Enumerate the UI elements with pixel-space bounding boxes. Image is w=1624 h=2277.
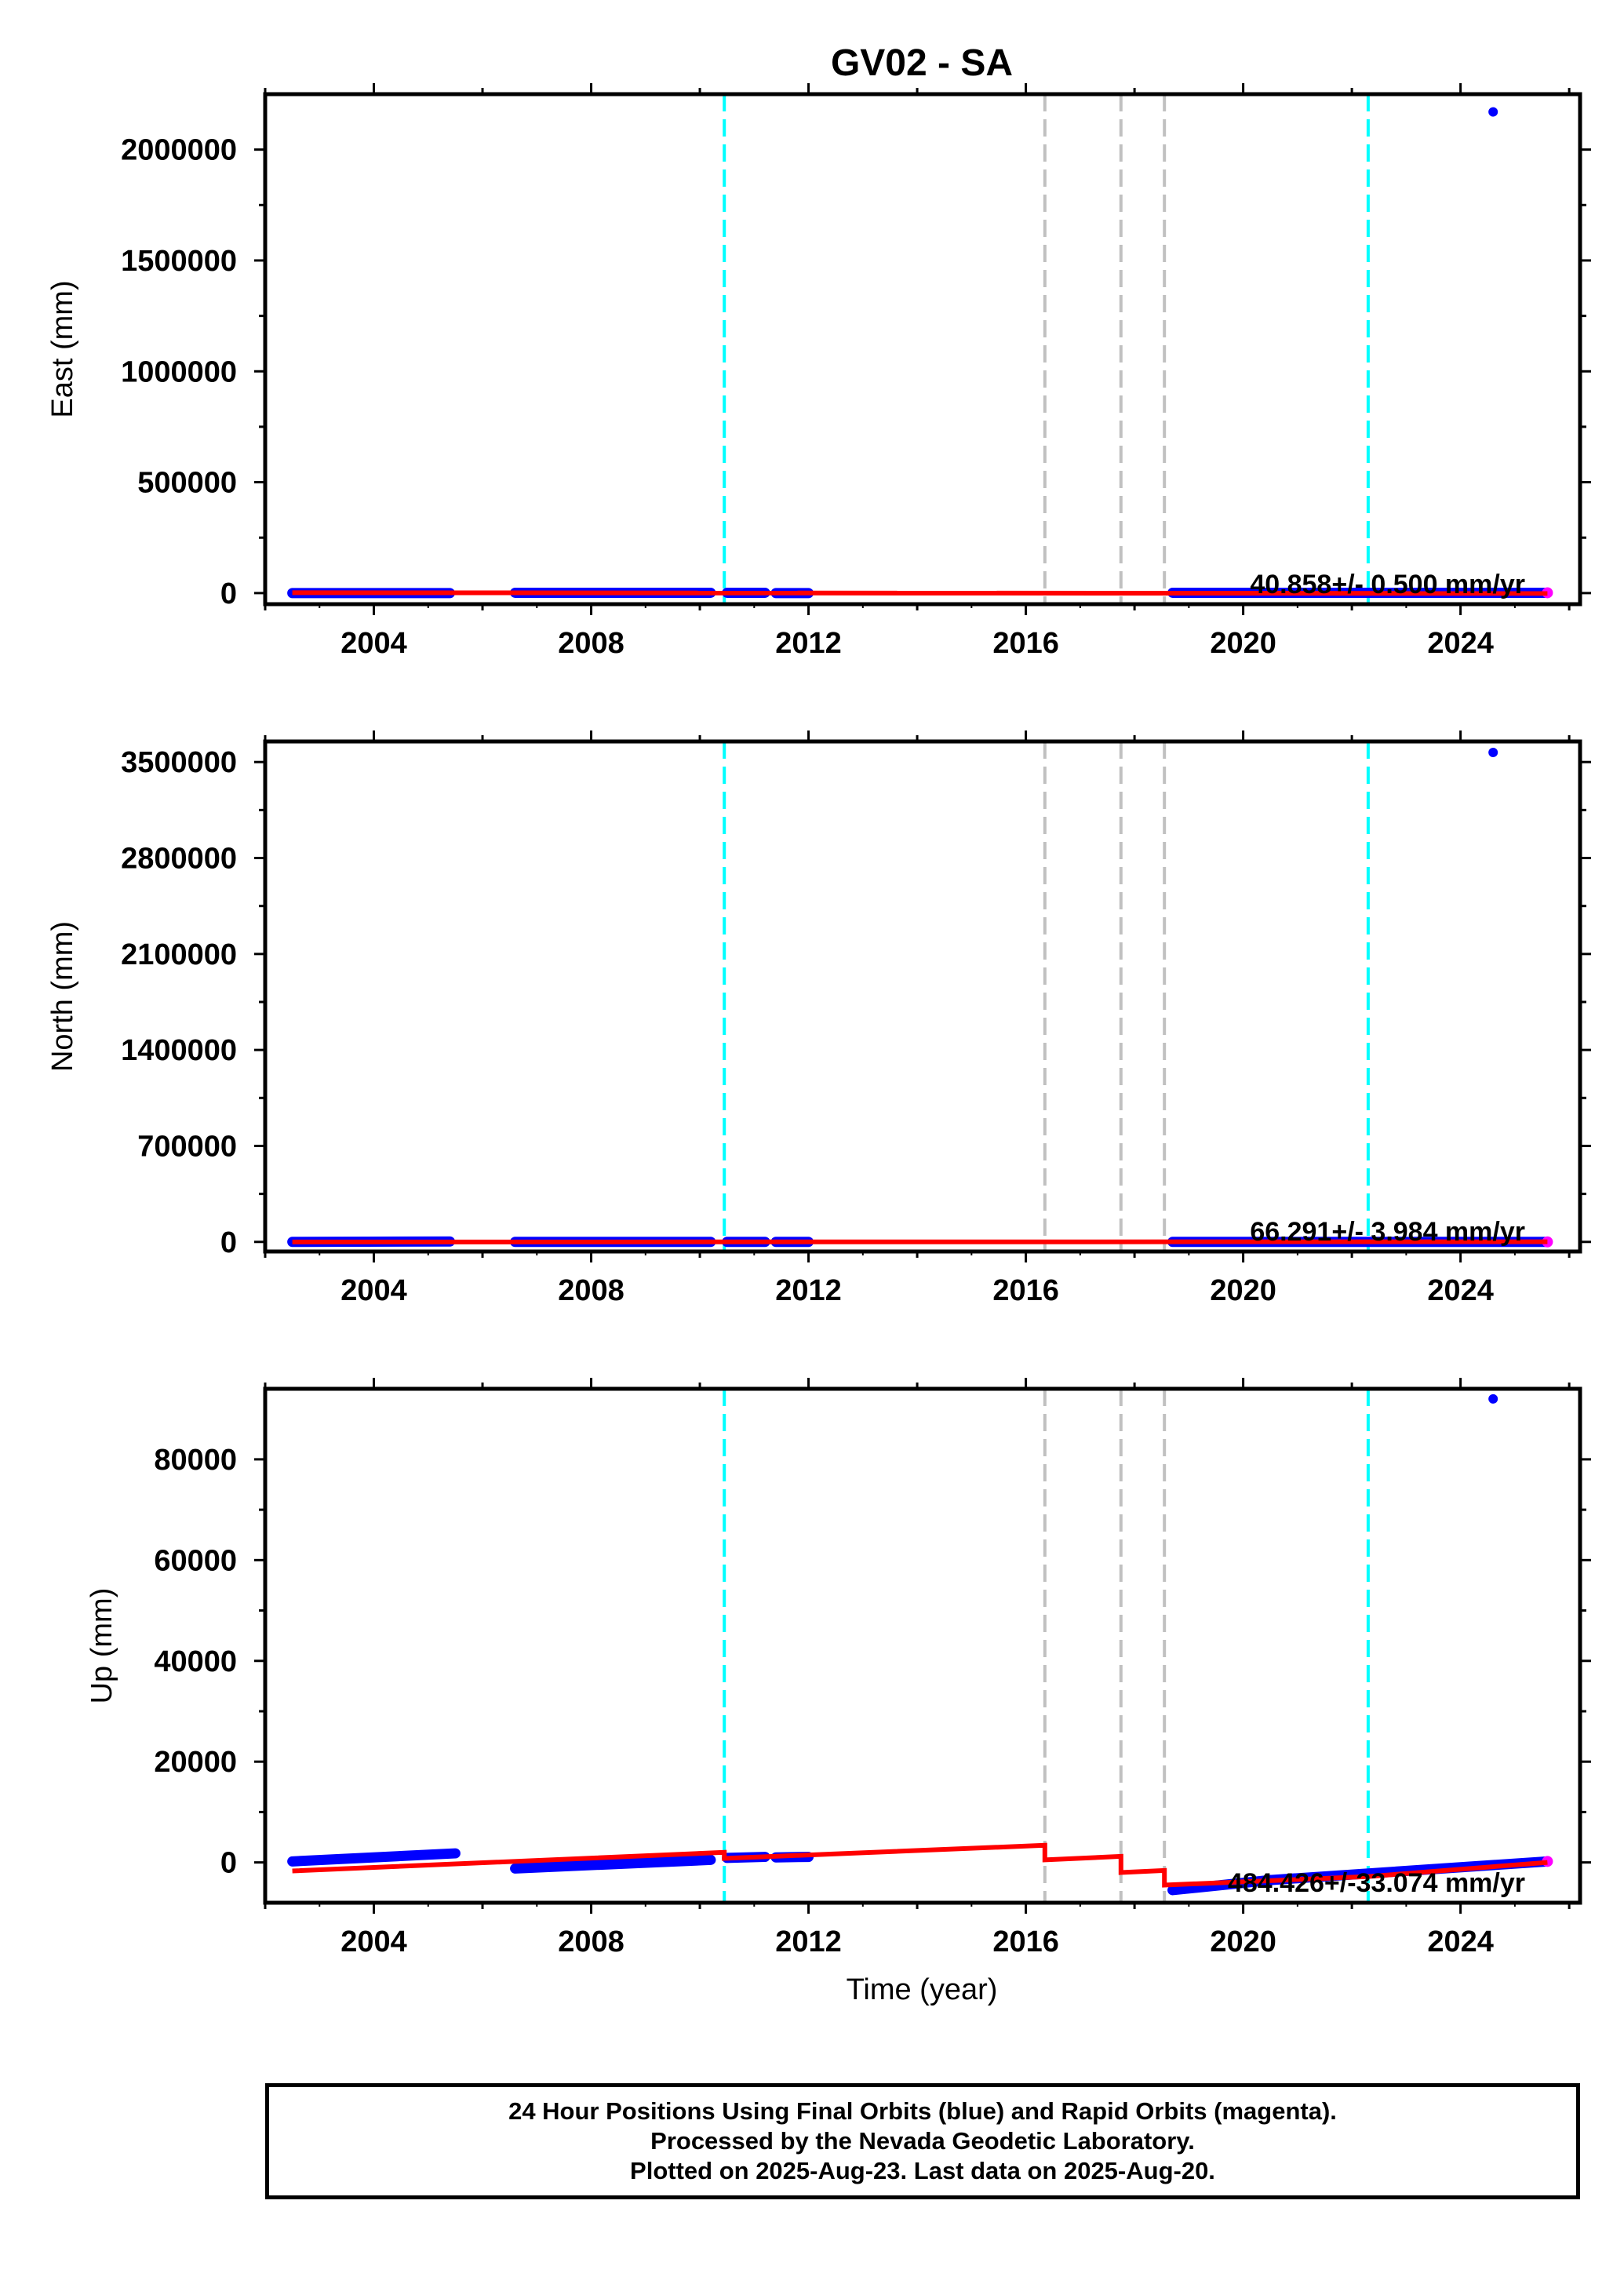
x-tick-label: 2024 <box>1427 1274 1494 1307</box>
velocity-rate-label: 40.858+/- 0.500 mm/yr <box>1250 570 1525 599</box>
plot-frame <box>263 92 1582 607</box>
x-tick-label: 2008 <box>558 1925 624 1958</box>
y-tick-label: 700000 <box>137 1130 237 1163</box>
y-axis-label: East (mm) <box>46 280 79 417</box>
velocity-rate-label: 484.426+/-33.074 mm/yr <box>1228 1868 1525 1898</box>
y-tick-label: 2100000 <box>121 938 237 971</box>
model-fit-line <box>292 1842 1548 1888</box>
x-tick-label: 2012 <box>775 1274 842 1307</box>
outlier-point <box>1488 107 1498 117</box>
x-axis-label: Time (year) <box>847 1973 998 2006</box>
footer-line-3: Plotted on 2025-Aug-23. Last data on 202… <box>630 2157 1215 2184</box>
y-tick-label: 2800000 <box>121 843 237 876</box>
x-tick-label: 2016 <box>992 627 1059 660</box>
footer-note: 24 Hour Positions Using Final Orbits (bl… <box>265 2083 1580 2199</box>
y-tick-label: 0 <box>220 1847 237 1880</box>
x-tick-label: 2024 <box>1427 627 1494 660</box>
x-tick-label: 2024 <box>1427 1925 1494 1958</box>
x-tick-label: 2004 <box>340 1925 407 1958</box>
y-tick-label: 20000 <box>154 1746 237 1779</box>
x-tick-label: 2004 <box>340 1274 407 1307</box>
y-tick-label: 0 <box>220 577 237 610</box>
x-tick-label: 2020 <box>1210 1925 1276 1958</box>
footer-line-2: Processed by the Nevada Geodetic Laborat… <box>650 2127 1195 2155</box>
y-tick-label: 1500000 <box>121 245 237 278</box>
data-points-final <box>287 1848 461 1867</box>
y-tick-label: 1400000 <box>121 1034 237 1067</box>
model-fit-line <box>292 590 1548 596</box>
panel-up: 2004 2008 2012 2016 2020 2024 0 20000 40000 60000… <box>86 1378 1591 1958</box>
plot-frame <box>263 1386 1582 1905</box>
y-tick-label: 80000 <box>154 1444 237 1477</box>
y-tick-label: 2000000 <box>121 134 237 167</box>
data-points-rapid <box>1542 1236 1553 1248</box>
outlier-point <box>1488 747 1498 757</box>
footer-line-1: 24 Hour Positions Using Final Orbits (bl… <box>508 2097 1337 2125</box>
x-tick-label: 2004 <box>340 627 407 660</box>
x-tick-label: 2020 <box>1210 627 1276 660</box>
x-tick-label: 2012 <box>775 1925 842 1958</box>
data-points-final <box>510 1854 716 1874</box>
y-tick-label: 1000000 <box>121 355 237 388</box>
y-tick-label: 60000 <box>154 1544 237 1577</box>
y-tick-label: 3500000 <box>121 746 237 779</box>
y-tick-label: 500000 <box>137 467 237 500</box>
y-tick-label: 0 <box>220 1226 237 1259</box>
panel-north: 2004 2008 2012 2016 2020 2024 0 700000 1400000 21… <box>46 730 1591 1307</box>
y-axis-label: North (mm) <box>46 921 79 1072</box>
y-axis-label: Up (mm) <box>86 1588 118 1704</box>
x-tick-label: 2020 <box>1210 1274 1276 1307</box>
x-tick-label: 2012 <box>775 627 842 660</box>
chart-title: GV02 - SA <box>831 42 1013 84</box>
y-tick-label: 40000 <box>154 1645 237 1678</box>
x-tick-label: 2016 <box>992 1925 1059 1958</box>
outlier-point <box>1488 1394 1498 1404</box>
x-tick-label: 2016 <box>992 1274 1059 1307</box>
plot-frame <box>263 739 1582 1254</box>
x-tick-label: 2008 <box>558 627 624 660</box>
velocity-rate-label: 66.291+/- 3.984 mm/yr <box>1250 1217 1525 1247</box>
panel-east: 2004 2008 2012 2016 2020 2024 0 500000 1000000 15… <box>46 83 1591 660</box>
x-tick-label: 2008 <box>558 1274 624 1307</box>
